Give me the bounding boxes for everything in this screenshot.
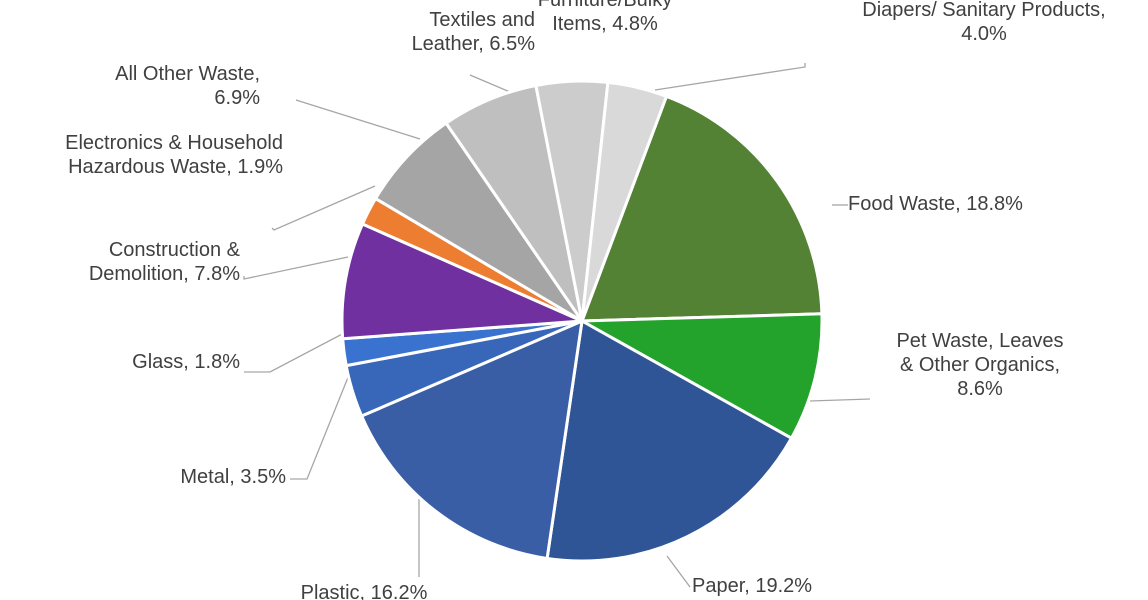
data-label-line: Textiles and — [429, 9, 535, 31]
data-label-line: Electronics & Household — [65, 132, 283, 154]
data-label-electronics-household-hazardous-waste: Electronics & Household Hazardous Waste, … — [65, 132, 283, 178]
data-label-glass: Glass, 1.8% — [132, 351, 240, 373]
data-label-textiles-and-leather: Textiles and Leather, 6.5% — [412, 9, 536, 55]
data-label-line: Metal, 3.5% — [180, 466, 286, 488]
pie-slice-all-other-waste — [374, 121, 584, 323]
data-label-line: Diapers/ Sanitary Products, — [862, 0, 1105, 21]
data-labels: Food Waste, 18.8% Pet Waste, Leaves & Othe… — [65, 0, 1106, 600]
leader-line-all-other-waste — [295, 99, 421, 140]
leader-line-glass — [244, 330, 349, 373]
data-label-furniture-bulky-items: Furniture/Bulky Items, 4.8% — [538, 0, 673, 35]
leader-line-electronics-household-hazardous-waste — [271, 185, 376, 231]
data-label-line: & Other Organics, — [900, 354, 1060, 376]
data-label-diapers-sanitary-products: Diapers/ Sanitary Products, 4.0% — [862, 0, 1105, 45]
data-label-line: Construction & — [109, 239, 241, 261]
leader-line-textiles-and-leather — [469, 74, 511, 93]
data-label-line: Food Waste, 18.8% — [848, 193, 1023, 215]
data-label-line: Glass, 1.8% — [132, 351, 240, 373]
data-label-food-waste: Food Waste, 18.8% — [848, 193, 1023, 215]
data-label-all-other-waste: All Other Waste, 6.9% — [115, 63, 260, 109]
data-label-line: Pet Waste, Leaves — [896, 330, 1063, 352]
pie-slice-construction-demolition — [340, 222, 584, 341]
pie-slice-paper — [545, 319, 793, 563]
data-label-line: Items, 4.8% — [552, 13, 658, 35]
data-label-line: Plastic, 16.2% — [301, 582, 428, 600]
leader-line-diapers-sanitary-products — [654, 63, 806, 91]
data-label-line: Furniture/Bulky — [538, 0, 673, 11]
pie-slice-plastic — [360, 319, 584, 560]
data-label-line: Demolition, 7.8% — [89, 263, 240, 285]
data-label-paper: Paper, 19.2% — [692, 575, 812, 597]
pie-slices — [340, 79, 824, 563]
data-label-line: All Other Waste, — [115, 63, 260, 85]
data-label-line: Hazardous Waste, 1.9% — [68, 156, 283, 178]
data-label-line: 4.0% — [961, 23, 1007, 45]
leader-line-metal — [290, 369, 352, 480]
leader-lines — [243, 63, 871, 588]
data-label-line: 8.6% — [957, 378, 1003, 400]
data-label-line: 6.9% — [214, 87, 260, 109]
data-label-plastic: Plastic, 16.2% — [301, 582, 428, 600]
leader-line-construction-demolition — [243, 256, 349, 280]
data-label-metal: Metal, 3.5% — [180, 466, 286, 488]
pie-slice-diapers-sanitary-products — [580, 80, 668, 323]
pie-slice-food-waste — [580, 94, 824, 323]
pie-slice-pet-waste-leaves-other-organics — [580, 312, 824, 440]
data-label-line: Leather, 6.5% — [412, 33, 536, 55]
leader-line-paper — [666, 555, 691, 588]
data-label-construction-demolition: Construction & Demolition, 7.8% — [89, 239, 241, 285]
data-label-line: Paper, 19.2% — [692, 575, 812, 597]
data-label-pet-waste-leaves-other-organics: Pet Waste, Leaves & Other Organics, 8.6% — [896, 330, 1063, 400]
leader-line-pet-waste-leaves-other-organics — [809, 398, 871, 402]
